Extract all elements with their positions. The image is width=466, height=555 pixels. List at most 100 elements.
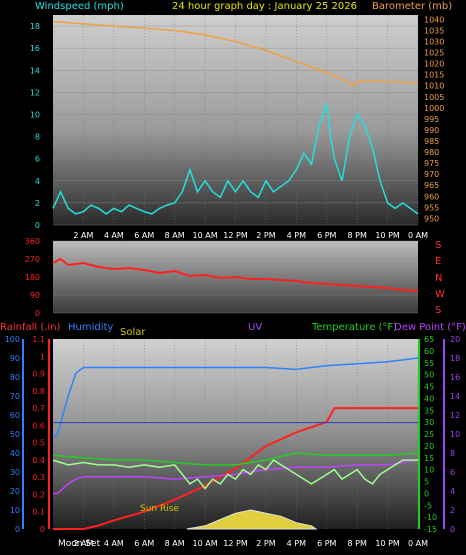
top-x-tick-label: 2 PM [256,231,275,240]
rainfall-tick-label: 1.1 [32,335,45,344]
windspeed-tick-label: 16 [30,44,40,53]
bottom-x-tick-label: 10 PM [375,539,400,548]
barometer-tick-label: 1010 [424,82,444,91]
bottom-x-tick-label: 6 PM [317,539,336,548]
humidity-axis-title: Humidity [68,322,113,333]
barometer-tick-label: 1000 [424,104,444,113]
compass-n: N [435,273,442,284]
humidity-tick-label: 10 [10,506,20,515]
top-x-tick-label: 4 AM [104,231,124,240]
humidity-axis-bar [22,339,24,529]
windspeed-tick-label: 2 [35,199,40,208]
windspeed-tick-label: 10 [30,110,40,119]
windspeed-tick-label: 14 [30,66,40,75]
humidity-tick-label: 30 [10,468,20,477]
barometer-tick-label: 1020 [424,60,444,69]
windspeed-tick-label: 18 [30,22,40,31]
barometer-tick-label: 1035 [424,26,444,35]
top-x-tick-label: 6 AM [134,231,154,240]
barometer-tick-label: 1005 [424,93,444,102]
windspeed-axis-title: Windspeed (mph) [35,1,124,12]
rainfall-tick-label: 0.5 [32,439,45,448]
temperature-tick-label: -10 [424,513,437,522]
barometer-tick-label: 950 [424,214,439,223]
temperature-tick-label: 65 [424,335,434,344]
rainfall-tick-label: 0.8 [32,387,45,396]
temperature-line [52,452,419,466]
barometer-tick-label: 960 [424,192,439,201]
uv-tick-label: 12 [450,411,460,420]
rainfall-axis-title: Rainfall (.in) [0,322,61,333]
humidity-tick-label: 50 [10,430,20,439]
humidity-line [52,357,419,439]
bottom-x-tick-label: 12 PM [223,539,248,548]
bottom-x-tick-label: 2 PM [256,539,275,548]
humidity-tick-label: 40 [10,449,20,458]
top-x-tick-label: 8 PM [347,231,366,240]
direction-tick-label: 270 [25,255,40,264]
barometer-tick-label: 995 [424,115,439,124]
top-x-tick-label: 0 AM [408,231,428,240]
compass-w: W [435,289,445,300]
windspeed-tick-label: 4 [35,177,40,186]
temperature-tick-label: 60 [424,347,434,356]
rainfall-tick-label: 0.6 [32,421,45,430]
temperature-tick-label: 0 [424,489,429,498]
bottom-x-tick-label: 0 AM [408,539,428,548]
bottom-x-tick-label: 8 AM [165,539,185,548]
top-x-tick-label: 8 AM [165,231,185,240]
rainfall-axis-bar [48,339,50,529]
temperature-tick-label: -5 [424,501,432,510]
temperature-dense-line [52,459,418,490]
rainfall-tick-label: 0.4 [32,456,45,465]
direction-tick-label: 360 [25,237,40,246]
barometer-tick-label: 1015 [424,71,444,80]
uv-tick-label: 10 [450,430,460,439]
top-x-tick-label: 2 AM [73,231,93,240]
temperature-tick-label: 20 [424,442,434,451]
barometer-tick-label: 955 [424,203,439,212]
wind-direction-line [52,257,419,292]
uv-tick-label: 8 [450,449,455,458]
temperature-axis-bar [418,339,420,529]
temperature-tick-label: 10 [424,466,434,475]
temperature-tick-label: 25 [424,430,434,439]
compass-e: E [435,256,441,267]
bottom-x-tick-label: 10 AM [193,539,218,548]
windspeed-line [52,103,419,215]
direction-tick-label: 0 [35,309,40,318]
windspeed-tick-label: 0 [35,221,40,230]
uv-tick-label: 6 [450,468,455,477]
rainfall-line [53,407,418,530]
temperature-tick-label: 55 [424,359,434,368]
moon-set-label: Moon Set [58,539,101,549]
barometer-axis-title: Barometer (mb) [372,1,452,12]
direction-tick-label: 180 [25,273,40,282]
barometer-tick-label: 965 [424,181,439,190]
temperature-axis-title: Temperature (°F) [311,322,397,333]
uv-tick-label: 16 [450,373,460,382]
top-x-tick-label: 4 PM [287,231,306,240]
top-x-tick-label: 12 PM [223,231,248,240]
bottom-x-tick-label: 6 AM [134,539,154,548]
uv-tick-label: 14 [450,392,460,401]
windspeed-tick-label: 12 [30,88,40,97]
temperature-tick-label: -15 [424,525,437,534]
bottom-x-tick-label: 4 AM [104,539,124,548]
solar-axis-title: Solar [120,327,146,338]
temperature-tick-label: 35 [424,406,434,415]
chart-title: 24 hour graph day : January 25 2026 [172,1,357,12]
compass-s-bottom: S [435,305,441,316]
rainfall-tick-label: 0.9 [32,370,45,379]
temperature-tick-label: 45 [424,383,434,392]
top-x-tick-label: 10 PM [375,231,400,240]
humidity-tick-label: 100 [5,335,20,344]
uv-tick-label: 18 [450,354,460,363]
sun-rise-label: Sun Rise [140,504,179,514]
rainfall-tick-label: 0.2 [32,490,45,499]
barometer-tick-label: 980 [424,148,439,157]
humidity-tick-label: 70 [10,392,20,401]
humidity-tick-label: 90 [10,354,20,363]
barometer-tick-label: 970 [424,170,439,179]
